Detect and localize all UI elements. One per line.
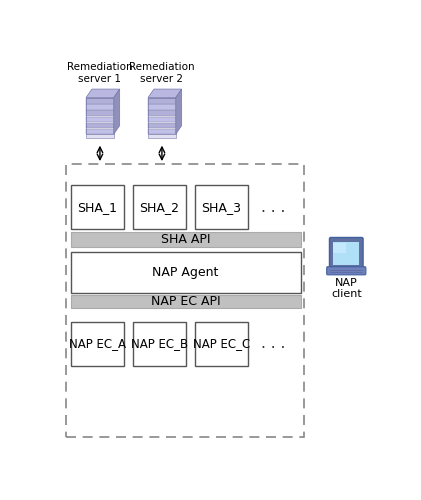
Bar [86,122,114,128]
Bar [133,185,187,230]
Bar [66,164,304,437]
Bar [195,322,248,366]
Bar [148,98,176,134]
Bar [133,322,187,366]
Bar [71,252,301,293]
Bar [86,98,114,103]
Bar [333,243,346,254]
Text: SHA API: SHA API [161,233,210,246]
Bar [71,232,301,246]
Text: . . .: . . . [261,336,285,351]
Bar [148,134,176,138]
Bar [71,295,301,308]
Bar [86,104,114,110]
Polygon shape [86,89,120,98]
Text: SHA_3: SHA_3 [202,201,242,214]
Bar [86,110,114,116]
FancyBboxPatch shape [330,238,363,270]
Text: NAP EC_A: NAP EC_A [69,338,126,350]
Bar [86,116,114,122]
Bar [148,98,176,103]
Bar [148,116,176,122]
Bar [71,322,125,366]
Text: NAP
client: NAP client [331,278,362,299]
Polygon shape [148,89,182,98]
Bar [86,98,114,134]
Text: SHA_1: SHA_1 [77,201,117,214]
Text: NAP EC API: NAP EC API [151,295,221,308]
FancyBboxPatch shape [327,266,366,275]
Polygon shape [176,89,182,134]
Text: . . .: . . . [261,200,285,214]
Bar [333,242,360,265]
Bar [195,185,248,230]
Text: NAP EC_B: NAP EC_B [131,338,188,350]
Text: NAP EC_C: NAP EC_C [193,338,250,350]
Bar [148,110,176,116]
Bar [71,185,125,230]
Text: SHA_2: SHA_2 [139,201,179,214]
Bar [148,104,176,110]
Text: NAP Agent: NAP Agent [152,266,219,279]
Bar [148,122,176,128]
Bar [86,128,114,134]
Text: Remediation
server 1: Remediation server 1 [67,62,133,84]
Bar [148,128,176,134]
Text: Remediation
server 2: Remediation server 2 [129,62,195,84]
Bar [86,134,114,138]
Polygon shape [114,89,120,134]
